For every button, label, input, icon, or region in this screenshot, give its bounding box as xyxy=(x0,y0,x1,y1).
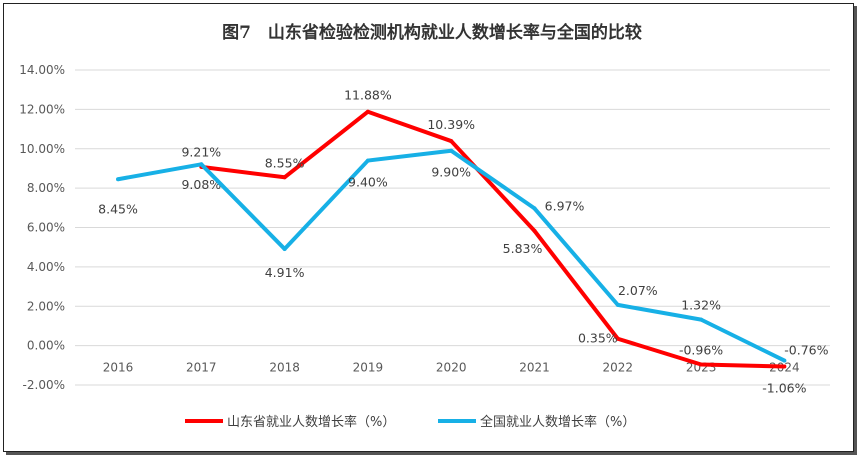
x-tick-label: 2016 xyxy=(103,361,134,375)
data-point xyxy=(365,109,370,114)
y-tick-label: 12.00% xyxy=(19,102,65,116)
data-label: 4.91% xyxy=(265,265,305,280)
data-point xyxy=(282,175,287,180)
legend-label: 山东省就业人数增长率（%） xyxy=(227,414,395,430)
x-tick-label: 2022 xyxy=(603,361,634,375)
data-label: 1.32% xyxy=(681,298,721,313)
data-label: 9.90% xyxy=(431,165,471,180)
y-tick-label: 10.00% xyxy=(19,142,65,156)
data-point xyxy=(782,364,787,369)
legend-label: 全国就业人数增长率（%） xyxy=(480,414,635,430)
chart-title: 图7 山东省检验检测机构就业人数增长率与全国的比较 xyxy=(222,23,642,43)
data-label: 9.08% xyxy=(181,177,221,192)
y-tick-label: 0.00% xyxy=(27,339,65,353)
data-point xyxy=(615,302,620,307)
data-point xyxy=(449,139,454,144)
data-label: 8.55% xyxy=(265,155,305,170)
series-line-1 xyxy=(201,109,785,369)
data-label: 5.83% xyxy=(503,241,543,256)
data-point xyxy=(615,336,620,341)
y-tick-label: 4.00% xyxy=(27,260,65,274)
data-label: 8.45% xyxy=(98,201,138,216)
x-tick-label: 2020 xyxy=(436,361,467,375)
data-point xyxy=(365,158,370,163)
data-point xyxy=(782,358,787,363)
data-point xyxy=(532,206,537,211)
series-line-2 xyxy=(117,148,786,363)
y-tick-label: -2.00% xyxy=(23,378,65,392)
data-label: 9.21% xyxy=(181,144,221,159)
data-point xyxy=(532,228,537,233)
data-label: 0.35% xyxy=(578,331,618,346)
data-point xyxy=(449,148,454,153)
x-tick-label: 2017 xyxy=(186,361,217,375)
data-label: 10.39% xyxy=(427,117,475,132)
data-label: 11.88% xyxy=(344,88,392,103)
data-point xyxy=(116,177,120,182)
data-label: 2.07% xyxy=(618,283,658,298)
y-tick-label: 2.00% xyxy=(27,299,65,313)
data-label: -1.06% xyxy=(762,380,806,395)
data-label: -0.96% xyxy=(679,343,723,358)
data-label: -0.76% xyxy=(784,343,828,358)
y-tick-label: 8.00% xyxy=(27,181,65,195)
data-point xyxy=(699,362,704,367)
data-point xyxy=(199,162,204,167)
y-tick-label: 14.00% xyxy=(19,63,65,77)
y-tick-label: 6.00% xyxy=(27,221,65,235)
data-label: 9.40% xyxy=(348,175,388,190)
x-tick-label: 2019 xyxy=(353,361,384,375)
x-tick-label: 2018 xyxy=(269,361,300,375)
data-label: 6.97% xyxy=(545,198,585,213)
x-tick-label: 2021 xyxy=(519,361,550,375)
data-point xyxy=(282,246,287,251)
data-point xyxy=(699,317,704,322)
